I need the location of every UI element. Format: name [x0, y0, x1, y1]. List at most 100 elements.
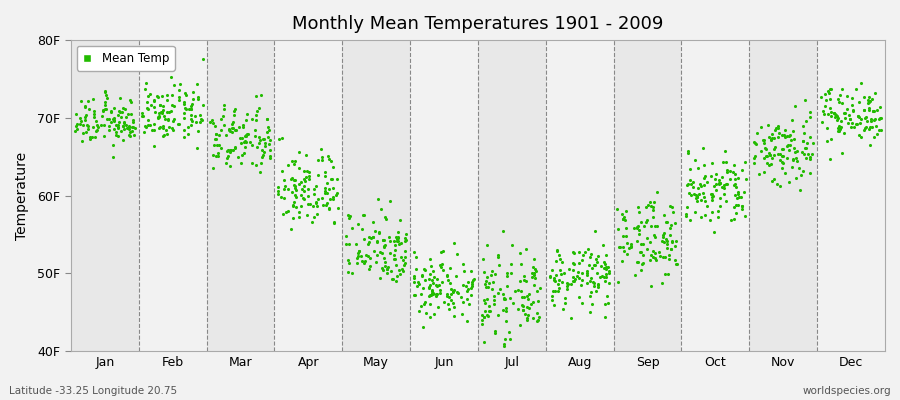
Point	[97, 102, 112, 108]
Point	[682, 216, 697, 223]
Point	[764, 130, 778, 137]
Point	[389, 277, 403, 284]
Point	[727, 180, 742, 187]
Point	[566, 249, 580, 255]
Point	[398, 254, 412, 260]
Point	[167, 82, 182, 88]
Point	[872, 116, 886, 122]
Point	[656, 234, 670, 240]
Point	[867, 107, 881, 114]
Point	[151, 94, 166, 100]
Point	[687, 191, 701, 198]
Point	[412, 307, 427, 314]
Point	[426, 268, 440, 274]
Point	[376, 243, 391, 249]
Point	[616, 216, 630, 222]
Point	[645, 248, 660, 254]
Point	[849, 120, 863, 127]
Point	[271, 191, 285, 198]
Point	[114, 113, 129, 120]
Point	[176, 101, 191, 107]
Point	[852, 99, 867, 105]
Point	[480, 311, 494, 318]
Point	[734, 194, 749, 200]
Point	[121, 111, 135, 118]
Point	[451, 290, 465, 296]
Point	[285, 175, 300, 181]
Point	[698, 193, 712, 200]
Point	[735, 203, 750, 210]
Point	[496, 228, 510, 234]
Point	[843, 116, 858, 122]
Point	[158, 116, 173, 122]
Point	[309, 199, 323, 205]
Point	[602, 280, 616, 286]
Point	[341, 212, 356, 218]
Point	[775, 152, 789, 159]
Point	[681, 150, 696, 156]
Point	[152, 114, 166, 120]
Point	[184, 103, 198, 109]
Point	[161, 124, 176, 130]
Point	[492, 286, 507, 292]
Point	[484, 268, 499, 274]
Point	[566, 266, 580, 273]
Point	[147, 104, 161, 110]
Point	[455, 299, 470, 306]
Point	[137, 129, 151, 136]
Point	[409, 266, 423, 272]
Point	[407, 292, 421, 299]
Point	[715, 173, 729, 180]
Point	[842, 112, 857, 118]
Point	[262, 127, 276, 134]
Point	[480, 296, 494, 302]
Point	[562, 266, 576, 272]
Point	[433, 290, 447, 296]
Point	[822, 90, 836, 96]
Point	[572, 274, 587, 281]
Point	[184, 106, 198, 112]
Point	[590, 288, 604, 294]
Point	[862, 94, 877, 100]
Point	[179, 92, 194, 99]
Point	[668, 257, 682, 263]
Point	[500, 272, 514, 279]
Point	[835, 86, 850, 92]
Point	[665, 239, 680, 245]
Point	[181, 130, 195, 137]
Point	[464, 268, 479, 274]
Point	[238, 132, 253, 138]
Point	[249, 112, 264, 118]
Point	[698, 172, 713, 179]
Point	[426, 280, 440, 286]
Point	[140, 99, 154, 105]
Point	[618, 232, 633, 239]
Point	[593, 274, 608, 280]
Point	[731, 175, 745, 181]
Point	[271, 188, 285, 194]
Point	[560, 286, 574, 292]
Point	[338, 233, 353, 240]
Point	[188, 113, 202, 119]
Point	[774, 165, 788, 172]
Point	[256, 152, 271, 158]
Point	[444, 297, 458, 303]
Point	[204, 117, 219, 123]
Point	[399, 237, 413, 243]
Bar	[681, 40, 750, 351]
Point	[100, 95, 114, 101]
Point	[644, 282, 659, 289]
Point	[585, 300, 599, 307]
Point	[620, 251, 634, 258]
Point	[86, 114, 101, 120]
Point	[824, 86, 838, 92]
Point	[705, 209, 719, 215]
Point	[176, 99, 191, 105]
Point	[423, 270, 437, 277]
Point	[544, 274, 558, 281]
Point	[370, 238, 384, 245]
Bar	[71, 40, 139, 351]
Point	[286, 215, 301, 222]
Point	[761, 162, 776, 169]
Point	[720, 181, 734, 187]
